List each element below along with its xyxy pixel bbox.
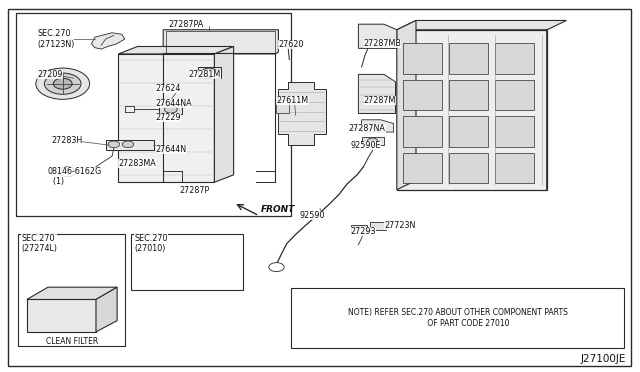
Polygon shape <box>163 30 278 54</box>
Text: 92590: 92590 <box>300 211 325 219</box>
Text: NOTE) REFER SEC.270 ABOUT OTHER COMPONENT PARTS
         OF PART CODE 27010: NOTE) REFER SEC.270 ABOUT OTHER COMPONEN… <box>348 308 568 328</box>
Text: 27287M: 27287M <box>364 96 396 105</box>
Bar <box>370 222 386 230</box>
Text: 27283MA: 27283MA <box>118 159 156 168</box>
Circle shape <box>164 106 177 113</box>
Text: 92590E: 92590E <box>351 141 381 150</box>
Bar <box>16 13 291 216</box>
Circle shape <box>36 68 90 99</box>
Circle shape <box>202 68 217 77</box>
Bar <box>495 116 534 147</box>
Bar <box>403 116 442 147</box>
Polygon shape <box>362 120 394 132</box>
Bar <box>291 288 624 348</box>
Polygon shape <box>106 140 154 150</box>
Bar <box>449 116 488 147</box>
Text: 27283H: 27283H <box>51 136 83 145</box>
Polygon shape <box>397 20 566 30</box>
Text: 27281M: 27281M <box>189 70 221 79</box>
Bar <box>495 153 534 183</box>
Text: 27611M: 27611M <box>276 96 308 105</box>
Bar <box>495 80 534 110</box>
Bar <box>449 43 488 74</box>
Polygon shape <box>358 24 397 48</box>
Polygon shape <box>358 74 396 113</box>
Text: 27209: 27209 <box>37 70 63 79</box>
Bar <box>449 153 488 183</box>
Circle shape <box>367 138 378 144</box>
Polygon shape <box>214 46 234 182</box>
Text: 27644NA: 27644NA <box>156 99 192 108</box>
Bar <box>403 80 442 110</box>
Text: 27287PA: 27287PA <box>168 20 204 29</box>
Text: CLEAN FILTER: CLEAN FILTER <box>45 337 98 346</box>
Circle shape <box>269 263 284 272</box>
Text: SEC.270
(27274L): SEC.270 (27274L) <box>21 234 57 253</box>
Polygon shape <box>92 33 125 49</box>
Polygon shape <box>397 20 416 190</box>
Bar <box>495 43 534 74</box>
Bar <box>403 153 442 183</box>
Text: FRONT: FRONT <box>261 205 296 214</box>
Text: 27293: 27293 <box>351 227 376 236</box>
Text: 08146-6162G
  (1): 08146-6162G (1) <box>48 167 102 186</box>
Text: 27287NA: 27287NA <box>349 124 386 133</box>
Text: 27287P: 27287P <box>179 186 209 195</box>
Bar <box>403 43 442 74</box>
Bar <box>449 80 488 110</box>
Text: SEC.270
(27123N): SEC.270 (27123N) <box>37 29 74 49</box>
Text: 27620: 27620 <box>278 40 304 49</box>
Bar <box>397 30 547 190</box>
Polygon shape <box>27 287 117 299</box>
Polygon shape <box>159 104 182 114</box>
Circle shape <box>122 141 134 148</box>
Polygon shape <box>118 46 234 54</box>
Text: 27723N: 27723N <box>384 221 415 230</box>
Bar <box>362 137 384 145</box>
Text: J27100JE: J27100JE <box>580 354 626 364</box>
Text: 27644N: 27644N <box>156 145 187 154</box>
Circle shape <box>108 141 120 148</box>
Circle shape <box>53 78 72 89</box>
Text: 27624: 27624 <box>156 84 181 93</box>
Bar <box>351 225 367 232</box>
Circle shape <box>59 167 76 177</box>
Text: 27287MB: 27287MB <box>364 39 401 48</box>
Bar <box>276 100 289 113</box>
Text: S: S <box>65 169 69 174</box>
Polygon shape <box>278 82 326 145</box>
Text: SEC.270
(27010): SEC.270 (27010) <box>134 234 168 253</box>
Polygon shape <box>27 299 96 332</box>
Bar <box>18 234 125 346</box>
Polygon shape <box>96 287 117 332</box>
Polygon shape <box>118 54 214 182</box>
Bar <box>131 234 243 290</box>
Circle shape <box>44 73 81 94</box>
Polygon shape <box>198 67 221 78</box>
Text: 27229: 27229 <box>156 113 181 122</box>
